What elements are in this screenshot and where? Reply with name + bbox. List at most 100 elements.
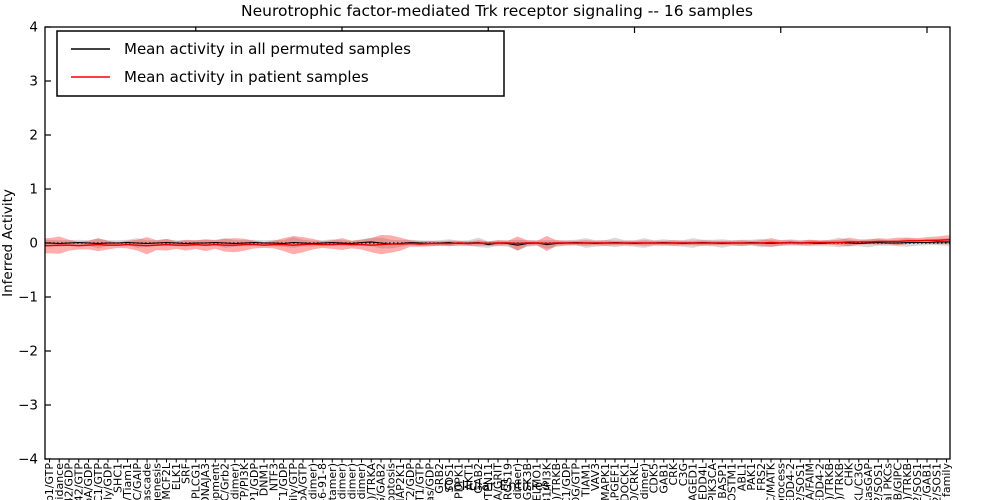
x-tick-label: NT-3 (dimer)/TRKB (833, 463, 846, 500)
x-tick-label: NGF (dimer)/TRKA/p62/Atypical PKCs (882, 463, 895, 500)
x-tick-label: FRS2 family/SHP2/CRK family/C3G/GAB2 (375, 463, 388, 500)
x-tick-label: Ras/GDP (423, 463, 436, 500)
x-tick-label: NGF (dimer)/TRKA/NEDD4-2 (784, 463, 797, 500)
x-tick-label: Ras family/GTP (287, 463, 300, 500)
x-tick-label: NT-4/5 (dimer)/TRKB (901, 463, 914, 500)
x-tick-label: RhoA/GDP (82, 463, 95, 500)
x-tick-label: PIK3CA (706, 463, 719, 500)
x-tick-label: AKT1 (462, 463, 475, 491)
y-tick-label: 2 (29, 128, 38, 144)
x-tick-label: Chemical Abstracts:146-91-8 (316, 463, 329, 500)
x-tick-label: neuron apoptosis (384, 463, 397, 500)
x-tick-label: SRF (180, 463, 193, 484)
x-tick-label: Ras family/GTP/Tiam1 (121, 463, 134, 500)
x-tick-label: neuron projection morphogenesis (150, 463, 163, 500)
x-tick-label: FRS2 family/SHP2/GRB2/SOS1 (930, 463, 943, 500)
x-tick-label: GSK3B (521, 463, 534, 500)
x-tick-label: ubiquitin-dependent protein catabolic pr… (774, 463, 787, 500)
x-tick-label: SHC/Grb2/SOS1/GAB1/PI3K (540, 462, 553, 500)
y-tick-label: 1 (29, 182, 38, 198)
y-tick-label: 4 (29, 20, 38, 36)
x-tick-label: VAV3 (589, 463, 602, 491)
y-tick-label: 3 (29, 74, 38, 90)
x-tick-label: MAP2K1 (394, 463, 407, 500)
chart-title: Neurotrophic factor-mediated Trk recepto… (241, 2, 753, 20)
x-tick-label: PI3K/GRB2/SOS1 (872, 463, 885, 500)
legend-box (56, 30, 505, 97)
x-tick-label: FRS2 (755, 463, 768, 491)
x-tick-label: ELMO1 (531, 463, 544, 500)
x-tick-label: SHC1 (111, 463, 124, 493)
x-tick-label: MAPK1 (599, 463, 612, 500)
x-tick-label: SHC/GRB2/SOS1/GAB1 (921, 463, 934, 500)
x-tick-label: NGF (dimer)/TRKA (365, 463, 378, 500)
x-tick-label: NT-4/5 (dimer) (306, 463, 319, 500)
y-axis-label: Inferred Activity (0, 189, 16, 297)
x-tick-label: NT-4/5 (dimer)/TRKB (550, 463, 563, 500)
x-tick-label: RAC1/GTP (92, 463, 105, 500)
x-axis-label: Cellular Entities (444, 478, 550, 494)
x-tick-label: NTF3 (267, 463, 280, 491)
x-tick-label: BDNF (dimer) (355, 463, 368, 500)
x-tick-label: PLCG1 (189, 463, 202, 499)
x-tick-label: RAC1/GTP/ELMO1/DOCK1 (618, 463, 631, 500)
x-tick-label: NT-4/5 (dimer)/TRKB (823, 463, 836, 500)
x-tick-label: RAP1/GDP (248, 463, 261, 500)
x-tick-label: NT-3 (dimer) (638, 463, 651, 500)
x-tick-label: RIT2/GDP (404, 463, 417, 500)
x-tick-label: CDC42/GTP (72, 463, 85, 500)
legend-label-permuted: Mean activity in all permuted samples (124, 40, 411, 58)
y-tick-label: −4 (18, 452, 38, 468)
x-tick-label: MCF2L (160, 462, 173, 499)
x-tick-label: KIDINS220/CRKL (628, 462, 641, 500)
y-tick-label: −1 (18, 290, 38, 306)
x-tick-label: BDNF (dimer)/TRKB/GIPC (891, 463, 904, 500)
x-tick-label: RhoA/GTP (297, 463, 310, 500)
x-tick-label: CDK5 (648, 463, 661, 493)
x-tick-label: STAT3 (dimer) (228, 463, 241, 500)
y-tick-label: −2 (18, 344, 38, 360)
x-tick-label: FRS2 family/GRB2/SOS1 (794, 463, 807, 500)
x-tick-label: Rap1/GTP (43, 463, 56, 500)
x-tick-label: NEDD4-2 (813, 463, 826, 500)
x-tick-label: RIT1/GDP (277, 463, 290, 500)
x-tick-label: RIT1/GTP (414, 463, 427, 500)
x-tick-label: NGF (dimer)/TRKA/GRIT (492, 463, 505, 500)
x-tick-label: PAK1 (745, 463, 758, 491)
x-tick-label: C3G (677, 463, 690, 486)
x-tick-label: MAPKKK cascade (141, 463, 154, 500)
x-tick-label: Ras family/GTP/PI3K (238, 462, 251, 500)
x-tick-label: ELK1 (170, 463, 183, 490)
x-tick-label: GRB2 (433, 463, 446, 494)
x-tick-label: OSTM1 (726, 463, 739, 500)
legend: Mean activity in all permuted samples Me… (56, 30, 505, 97)
x-tick-label: Ras family/GDP (102, 463, 115, 500)
x-tick-label: NGF (dimer)/TRKA/FAIM (804, 463, 817, 500)
x-tick-label: axon guidance (53, 463, 66, 500)
x-tick-label: NGF (dimer) (345, 463, 358, 500)
x-tick-label: RAC1/GDP (560, 463, 573, 500)
x-tick-label: NGF (dimer)/TRKA/GIPC/GAIP (131, 463, 144, 500)
x-tick-label: RasGAP (862, 463, 875, 500)
x-tick-label: PDPK1 (453, 463, 466, 499)
permuted-band (45, 237, 950, 251)
x-tick-label: SHC/Grb2 (219, 463, 232, 500)
x-tick-label: TRKB (dimer) (511, 463, 524, 500)
x-tick-label: TIAM1 (579, 463, 592, 498)
y-tick-label: 0 (29, 236, 38, 252)
x-tick-label: PKCZ (dimer) (336, 463, 349, 500)
x-tick-label: MAGED1 (687, 463, 700, 500)
x-tick-label: FRS2 family/SHP2/CRK family (940, 463, 953, 500)
patient-band (45, 234, 950, 255)
x-tick-label: KIDINS220/CRKL/C3G (852, 463, 865, 500)
x-tick-label: RAPGEF1 (609, 463, 622, 500)
x-tick-label: DNM1 (258, 463, 271, 496)
x-tick-label: CHK (843, 462, 856, 486)
x-tick-label: BASP1 (716, 463, 729, 499)
x-tick-label: Schwann cell development (209, 462, 222, 500)
x-tick-label: GAB1 (657, 463, 670, 494)
x-tick-label: ABL1 (735, 463, 748, 491)
